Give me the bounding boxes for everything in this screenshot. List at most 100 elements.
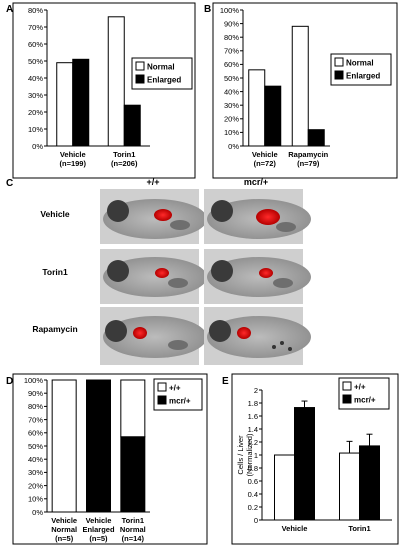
chart-a-bar xyxy=(72,58,90,147)
chart-b-y-tick-label: 10% xyxy=(224,128,239,137)
chart-d-y-tick-label: 30% xyxy=(28,468,43,477)
chart-a-x-tick-label: Torin1 xyxy=(113,150,135,159)
panel-d-frame xyxy=(12,373,208,545)
chart-e-y-tick-label: 1.8 xyxy=(248,399,258,408)
chart-d-y-tick-label: 0% xyxy=(32,508,43,517)
chart-b-bar xyxy=(248,69,266,147)
chart-a-y-tick-label: 40% xyxy=(28,74,43,83)
chart-e-bar xyxy=(359,445,380,521)
chart-d-bar-segment xyxy=(120,436,146,513)
chart-b-legend-label: Enlarged xyxy=(346,72,380,81)
chart-e-legend-swatch xyxy=(342,394,352,404)
chart-a-y-tick-label: 80% xyxy=(28,6,43,15)
panel-b-frame xyxy=(212,2,398,179)
chart-d: 0% 10% 20% 30% 40% 50% 60% 70% 80% 90% 100% Vehicle… xyxy=(24,376,203,543)
chart-a-legend-label: Normal xyxy=(147,63,175,72)
chart-d-bar-segment xyxy=(51,379,77,513)
chart-d-x-tick-label: (n=5) xyxy=(89,534,108,543)
chart-a-legend-swatch xyxy=(135,61,145,71)
chart-d-x-tick-label: Enlarged xyxy=(82,525,115,534)
chart-a-bar xyxy=(107,16,125,147)
chart-b-y-tick-label: 0% xyxy=(228,142,239,151)
chart-b-y-tick-label: 30% xyxy=(224,101,239,110)
chart-b-legend-swatch xyxy=(334,70,344,80)
chart-e-y-tick-label: 1 xyxy=(254,451,258,460)
panel-letter-a: A xyxy=(6,4,13,15)
chart-d-legend-label: mcr/+ xyxy=(169,397,191,406)
chart-d-x-tick-label: Normal xyxy=(120,525,146,534)
chart-b-x-tick-label: (n=79) xyxy=(297,159,320,168)
chart-e-legend-swatch xyxy=(342,381,352,391)
chart-e-x-tick-label: Torin1 xyxy=(348,524,370,533)
chart-b-bar xyxy=(264,85,282,147)
chart-a: 0% 10% 20% 30% 40% 50% 60% 70% 80% Vehicle(n=199)… xyxy=(28,6,193,168)
chart-d-x-tick-label: (n=5) xyxy=(55,534,74,543)
chart-e-bar xyxy=(294,407,315,521)
chart-e: 0 0.2 0.4 0.6 0.8 1 1.2 1.4 1.6 1.8 2 Vehicle Torin1… xyxy=(236,377,392,533)
panel-letter-e: E xyxy=(222,376,229,387)
chart-b-y-tick-label: 70% xyxy=(224,47,239,56)
chart-e-y-tick-label: 0.4 xyxy=(248,490,258,499)
chart-a-y-tick-label: 20% xyxy=(28,108,43,117)
col-label-mcr: mcr/+ xyxy=(244,177,268,187)
row-label-rapamycin: Rapamycin xyxy=(32,324,77,334)
chart-d-y-tick-label: 60% xyxy=(28,429,43,438)
chart-a-x-tick-label: (n=199) xyxy=(60,159,87,168)
panel-letter-c: C xyxy=(6,178,13,189)
chart-b-x-tick-label: Vehicle xyxy=(252,150,278,159)
chart-b-legend-swatch xyxy=(334,57,344,67)
chart-a-y-tick-label: 60% xyxy=(28,40,43,49)
panel-letter-d: D xyxy=(6,376,13,387)
zebrafish-image-vehicle-mcr xyxy=(204,189,311,244)
chart-e-bar xyxy=(339,452,360,521)
chart-d-x-tick-label: Normal xyxy=(51,525,77,534)
chart-e-y-tick-label: 0.2 xyxy=(248,503,258,512)
chart-a-y-tick-label: 10% xyxy=(28,125,43,134)
zebrafish-image-vehicle-wt xyxy=(100,189,207,244)
chart-d-x-tick-label: Vehicle xyxy=(51,516,77,525)
chart-a-y-tick-label: 0% xyxy=(32,142,43,151)
chart-e-legend-label: +/+ xyxy=(354,383,366,392)
panel-c-grid: +/+ mcr/+ Vehicle Torin1 Rapamycin xyxy=(32,177,311,365)
panel-e-frame xyxy=(231,373,399,545)
zebrafish-image-rapamycin-mcr xyxy=(204,307,311,365)
chart-b-y-tick-label: 100% xyxy=(220,6,240,15)
chart-d-y-tick-label: 100% xyxy=(24,376,44,385)
chart-e-bar xyxy=(274,454,295,521)
chart-e-legend-label: mcr/+ xyxy=(354,396,376,405)
chart-b-y-tick-label: 60% xyxy=(224,60,239,69)
chart-d-y-tick-label: 70% xyxy=(28,415,43,424)
panel-letter-b: B xyxy=(204,4,211,15)
chart-b-y-tick-label: 20% xyxy=(224,115,239,124)
chart-d-y-tick-label: 90% xyxy=(28,389,43,398)
chart-d-y-tick-label: 20% xyxy=(28,481,43,490)
chart-e-y-axis-title: Cells / Liver(Normalized) xyxy=(236,433,254,476)
chart-d-y-tick-label: 50% xyxy=(28,442,43,451)
chart-d-legend-label: +/+ xyxy=(169,384,181,393)
chart-b: 0% 10% 20% 30% 40% 50% 60% 70% 80% 90% 100% Vehicle… xyxy=(220,6,392,168)
chart-e-y-axis-title-line: (Normalized) xyxy=(245,433,254,476)
chart-b-x-tick-label: (n=72) xyxy=(254,159,277,168)
chart-b-x-tick-label: Rapamycin xyxy=(288,150,328,159)
row-label-vehicle: Vehicle xyxy=(40,209,70,219)
chart-a-y-tick-label: 30% xyxy=(28,91,43,100)
chart-e-y-tick-label: 1.4 xyxy=(248,425,258,434)
chart-e-y-tick-label: 1.6 xyxy=(248,412,258,421)
chart-e-y-tick-label: 0.6 xyxy=(248,477,258,486)
chart-e-y-axis-title-line: Cells / Liver xyxy=(236,435,245,475)
row-label-torin1: Torin1 xyxy=(42,267,68,277)
chart-d-x-tick-label: Torin1 xyxy=(122,516,144,525)
chart-b-y-tick-label: 80% xyxy=(224,33,239,42)
chart-e-y-tick-label: 0 xyxy=(254,516,258,525)
chart-a-x-tick-label: Vehicle xyxy=(60,150,86,159)
chart-d-bar-segment xyxy=(86,379,111,513)
col-label-wt: +/+ xyxy=(146,177,159,187)
chart-a-y-tick-label: 70% xyxy=(28,23,43,32)
chart-d-legend-swatch xyxy=(157,382,167,392)
chart-a-y-tick-label: 50% xyxy=(28,57,43,66)
chart-d-bar-segment xyxy=(120,379,146,438)
chart-a-x-tick-label: (n=206) xyxy=(111,159,138,168)
chart-d-x-tick-label: (n=14) xyxy=(122,534,145,543)
chart-b-y-tick-label: 90% xyxy=(224,19,239,28)
